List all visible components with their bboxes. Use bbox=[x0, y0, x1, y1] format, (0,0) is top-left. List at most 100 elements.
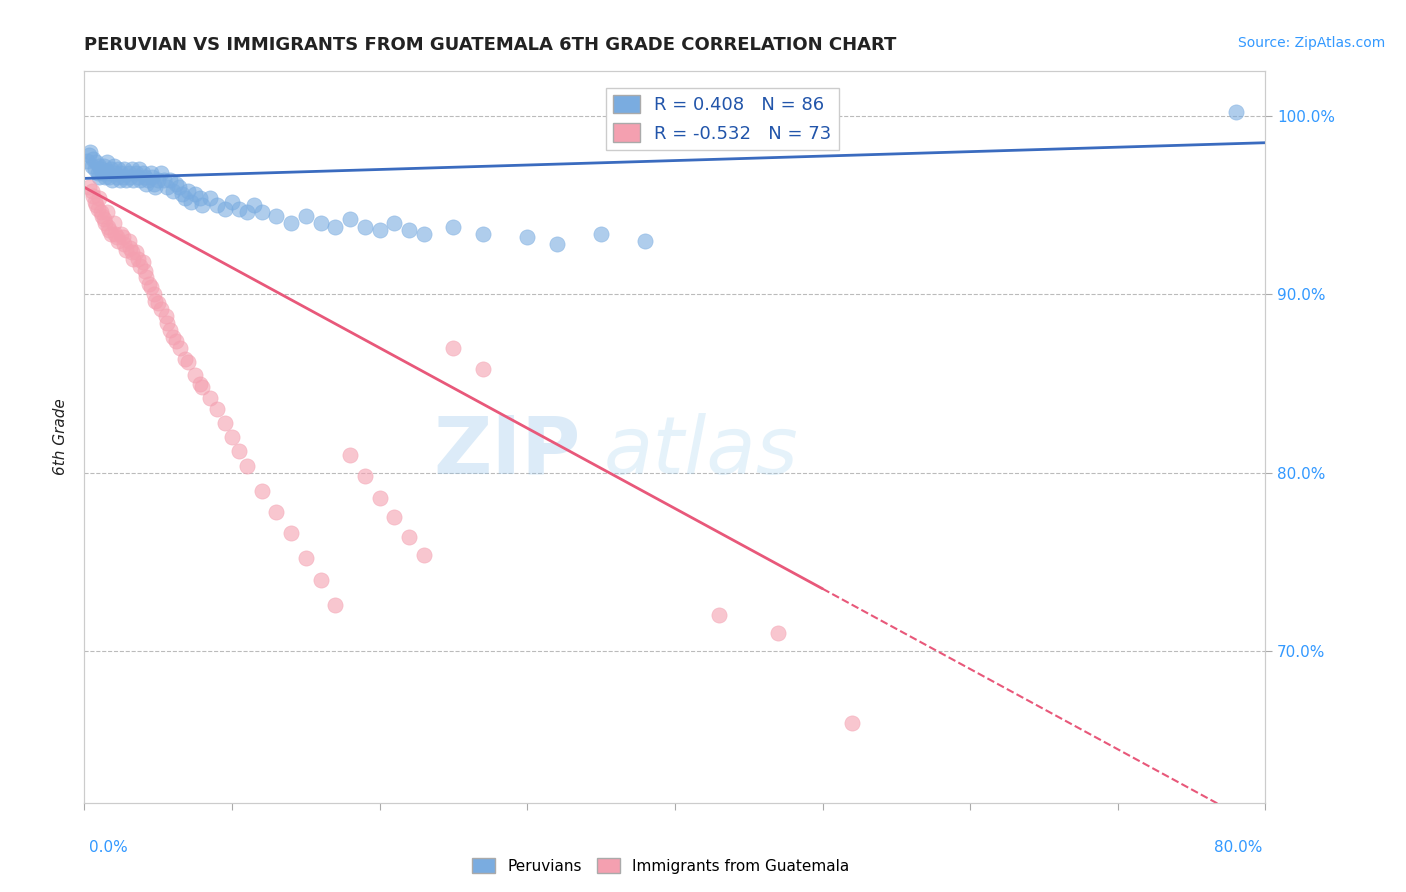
Point bbox=[98, 169, 121, 184]
Point bbox=[191, 198, 214, 212]
Point bbox=[205, 198, 228, 212]
Point bbox=[136, 173, 159, 187]
Point bbox=[77, 148, 100, 162]
Point bbox=[228, 444, 250, 458]
Point bbox=[114, 243, 136, 257]
Point bbox=[103, 216, 125, 230]
Point bbox=[143, 294, 166, 309]
Point bbox=[107, 234, 129, 248]
Point bbox=[841, 715, 863, 730]
Point bbox=[159, 323, 181, 337]
Point bbox=[214, 202, 236, 216]
Point bbox=[264, 505, 288, 519]
Point bbox=[142, 177, 165, 191]
Point bbox=[80, 159, 103, 173]
Point bbox=[86, 166, 108, 180]
Point bbox=[413, 548, 436, 562]
Point bbox=[162, 330, 184, 344]
Point bbox=[138, 277, 160, 291]
Point bbox=[768, 626, 790, 640]
Point bbox=[104, 166, 127, 180]
Point bbox=[132, 166, 155, 180]
Point bbox=[250, 205, 273, 219]
Point bbox=[142, 287, 165, 301]
Point bbox=[368, 223, 391, 237]
Point bbox=[323, 219, 347, 234]
Point bbox=[143, 180, 166, 194]
Point bbox=[441, 341, 464, 355]
Point bbox=[111, 230, 134, 244]
Point bbox=[295, 551, 318, 566]
Point bbox=[236, 205, 259, 219]
Point bbox=[309, 216, 332, 230]
Point bbox=[368, 491, 391, 505]
Point bbox=[114, 173, 136, 187]
Point bbox=[134, 264, 156, 278]
Point bbox=[382, 216, 406, 230]
Point bbox=[169, 341, 191, 355]
Point bbox=[112, 237, 135, 252]
Point bbox=[77, 180, 100, 194]
Point bbox=[120, 169, 142, 184]
Point bbox=[97, 219, 120, 234]
Point bbox=[173, 191, 195, 205]
Point bbox=[129, 259, 152, 273]
Point bbox=[188, 376, 211, 391]
Point bbox=[170, 187, 193, 202]
Point bbox=[107, 162, 129, 177]
Point bbox=[111, 169, 134, 184]
Point bbox=[110, 166, 132, 180]
Legend: R = 0.408   N = 86, R = -0.532   N = 73: R = 0.408 N = 86, R = -0.532 N = 73 bbox=[606, 87, 839, 150]
Point bbox=[148, 173, 170, 187]
Point bbox=[398, 530, 420, 544]
Point bbox=[122, 173, 145, 187]
Text: Source: ZipAtlas.com: Source: ZipAtlas.com bbox=[1237, 36, 1385, 50]
Point bbox=[103, 159, 125, 173]
Point bbox=[214, 416, 236, 430]
Point bbox=[96, 205, 118, 219]
Point bbox=[89, 169, 111, 184]
Point bbox=[110, 227, 132, 241]
Point bbox=[165, 334, 187, 348]
Point bbox=[121, 244, 143, 259]
Point bbox=[173, 351, 195, 366]
Point bbox=[125, 166, 148, 180]
Point bbox=[79, 145, 101, 159]
Point bbox=[90, 205, 112, 219]
Point bbox=[441, 219, 464, 234]
Point bbox=[162, 184, 184, 198]
Point bbox=[129, 173, 152, 187]
Point bbox=[177, 184, 200, 198]
Point bbox=[82, 152, 104, 166]
Point bbox=[184, 368, 207, 382]
Point bbox=[188, 191, 211, 205]
Point bbox=[323, 598, 347, 612]
Point bbox=[354, 219, 377, 234]
Point bbox=[96, 155, 118, 169]
Point bbox=[97, 166, 120, 180]
Point bbox=[709, 608, 731, 623]
Point bbox=[127, 252, 149, 266]
Point bbox=[236, 458, 259, 473]
Point bbox=[91, 209, 114, 223]
Point bbox=[134, 169, 156, 184]
Point bbox=[105, 230, 128, 244]
Point bbox=[413, 227, 436, 241]
Point bbox=[112, 162, 135, 177]
Point bbox=[139, 280, 162, 294]
Point bbox=[86, 202, 108, 216]
Point bbox=[132, 255, 155, 269]
Y-axis label: 6th Grade: 6th Grade bbox=[53, 399, 69, 475]
Point bbox=[125, 244, 148, 259]
Point bbox=[128, 162, 150, 177]
Point bbox=[80, 184, 103, 198]
Point bbox=[135, 269, 157, 284]
Point bbox=[127, 169, 149, 184]
Point bbox=[191, 380, 214, 394]
Point bbox=[309, 573, 332, 587]
Text: ZIP: ZIP bbox=[433, 413, 581, 491]
Point bbox=[180, 194, 202, 209]
Point bbox=[83, 162, 105, 177]
Point bbox=[118, 234, 141, 248]
Point bbox=[83, 194, 105, 209]
